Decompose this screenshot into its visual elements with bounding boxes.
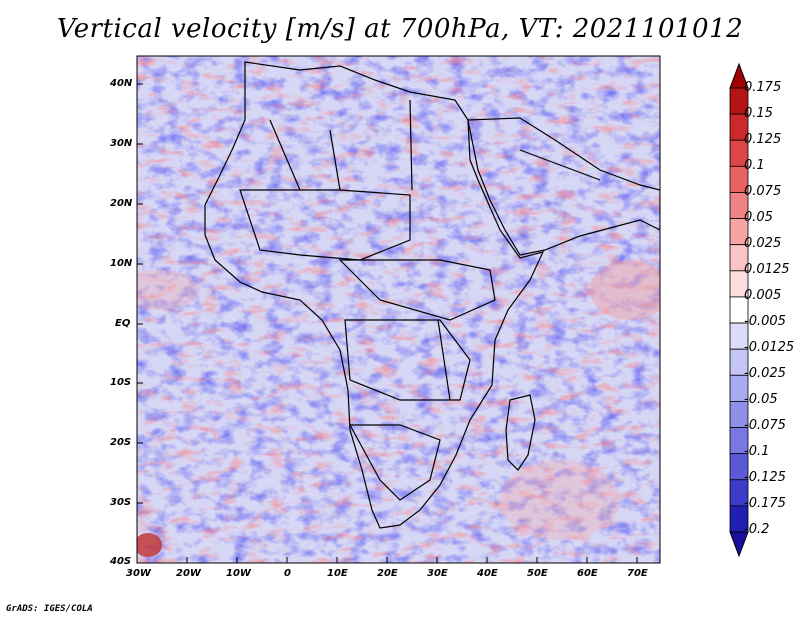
y-tick-label: 10S [110,377,132,388]
credit-text: GrADS: IGES/COLA [6,604,93,614]
colorbar-label: -0.025 [744,366,786,381]
colorbar-label: -0.125 [744,470,786,485]
colorbar-label: 0.005 [744,288,782,303]
x-tick-label: 30W [126,568,151,579]
x-tick-label: 60E [577,568,598,579]
colorbar-label: -0.1 [744,444,770,459]
colorbar-label: 0.0125 [744,262,790,277]
colorbar-label: 0.025 [744,236,782,251]
colorbar-label: -0.005 [744,314,786,329]
colorbar-label: 0.175 [744,80,782,95]
colorbar-label: 0.125 [744,132,782,147]
x-tick-label: 20W [176,568,201,579]
y-tick-label: 20S [110,437,132,448]
x-tick-label: 40E [477,568,498,579]
x-tick-label: 20E [377,568,398,579]
colorbar [729,62,749,558]
y-tick-label: 10N [110,258,133,269]
colorbar-label: 0.1 [744,158,765,173]
x-tick-label: 50E [527,568,548,579]
colorbar-label: -0.05 [744,392,778,407]
colorbar-label: -0.075 [744,418,786,433]
y-tick-label: 20N [110,198,133,209]
y-tick-label: 40S [110,556,132,567]
axis-ticks [137,83,638,564]
colorbar-label: -0.0125 [744,340,795,355]
chart-title: Vertical velocity [m/s] at 700hPa, VT: 2… [56,14,744,44]
x-tick-label: 30E [427,568,448,579]
x-tick-label: 0 [284,568,291,579]
colorbar-label: 0.15 [744,106,773,121]
colorbar-label: -0.2 [744,522,770,537]
africa-map-icon [204,61,660,529]
x-tick-label: 10E [327,568,348,579]
colorbar-bottom-triangle [729,531,749,558]
y-tick-label: EQ [115,318,131,329]
y-tick-label: 30N [110,138,133,149]
x-tick-label: 70E [627,568,648,579]
colorbar-label: 0.05 [744,210,773,225]
y-tick-label: 40N [110,78,133,89]
velocity-field [137,56,660,563]
colorbar-label: -0.175 [744,496,786,511]
y-tick-label: 30S [110,497,132,508]
x-tick-label: 10W [226,568,251,579]
colorbar-label: 0.075 [744,184,782,199]
